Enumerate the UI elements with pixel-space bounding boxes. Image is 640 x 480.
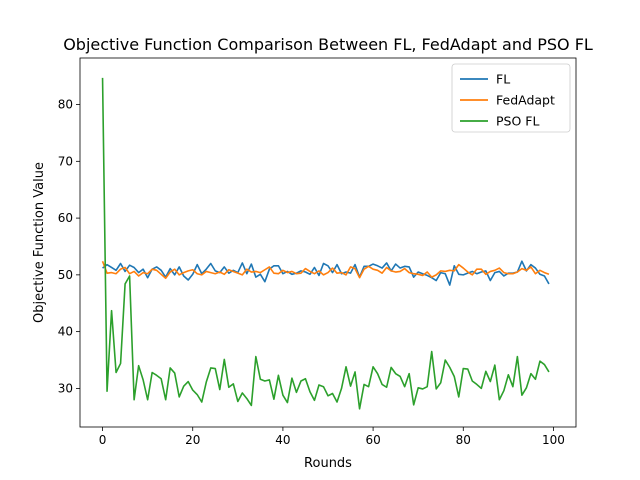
x-axis-label: Rounds: [304, 456, 352, 471]
plot-area: [101, 77, 550, 410]
axis-ticks: 0 20 40 60 80 100 30 40 50 60 70 80: [58, 98, 565, 447]
y-tick-label-4: 70: [58, 154, 73, 168]
legend-label-0: FL: [496, 72, 510, 87]
x-tick-label-2: 40: [275, 433, 290, 447]
series-line-1: [101, 260, 550, 280]
x-tick-label-3: 60: [365, 433, 380, 447]
y-tick-label-2: 50: [58, 268, 73, 282]
legend-label-1: FedAdapt: [496, 93, 555, 108]
legend-label-2: PSO FL: [496, 114, 539, 129]
legend: FL FedAdapt PSO FL: [451, 63, 571, 133]
axes-frame: [79, 57, 577, 428]
x-tick-label-1: 20: [185, 433, 200, 447]
legend-box: [451, 63, 571, 133]
chart-title: Objective Function Comparison Between FL…: [63, 35, 593, 54]
y-tick-label-3: 60: [58, 211, 73, 225]
series-line-2: [101, 77, 550, 410]
x-tick-label-0: 0: [99, 433, 107, 447]
y-tick-label-0: 30: [58, 381, 73, 395]
y-tick-label-5: 80: [58, 98, 73, 112]
x-tick-label-5: 100: [542, 433, 565, 447]
y-tick-label-1: 40: [58, 325, 73, 339]
y-axis-label: Objective Function Value: [32, 162, 47, 323]
x-tick-label-4: 80: [456, 433, 471, 447]
